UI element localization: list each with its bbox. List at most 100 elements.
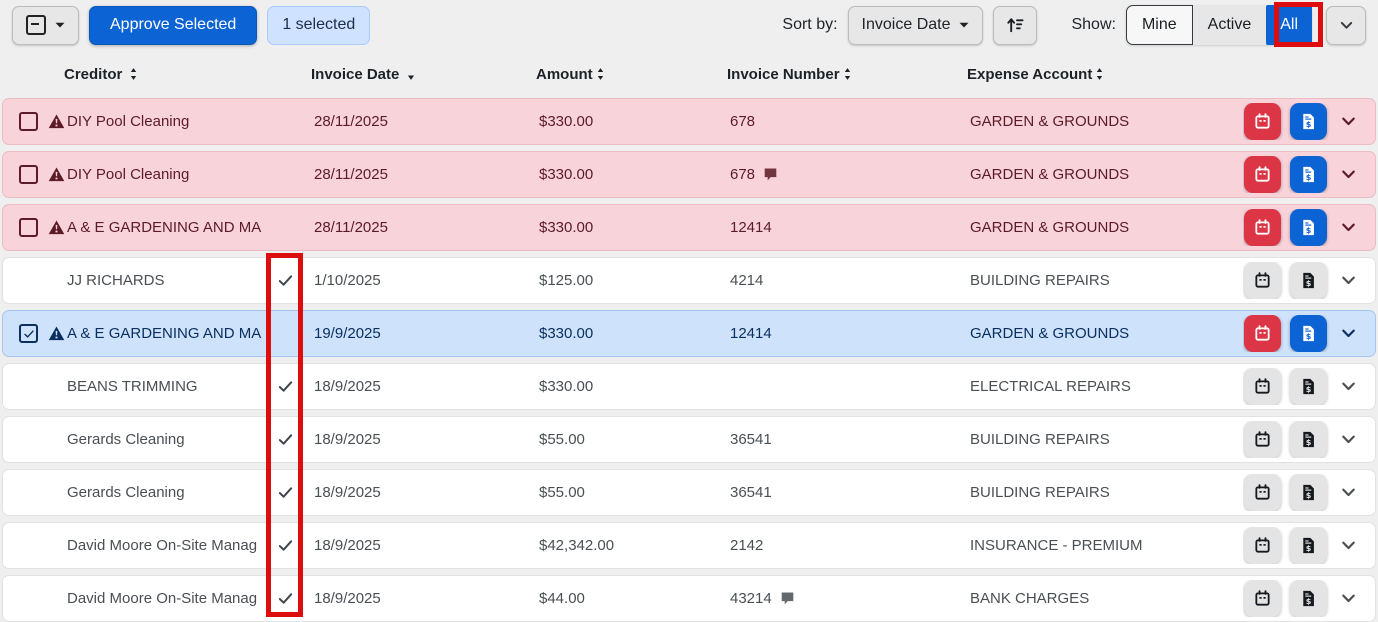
row-checkbox[interactable] (19, 112, 38, 131)
invoice-document-button[interactable] (1290, 209, 1327, 246)
invoice-date-cell: 18/9/2025 (314, 378, 381, 395)
show-filter-mine[interactable]: Mine (1125, 5, 1193, 45)
creditor-cell: JJ RICHARDS (67, 272, 165, 289)
invoice-date-cell: 18/9/2025 (314, 537, 381, 554)
invoice-document-button[interactable] (1290, 580, 1327, 617)
invoice-document-icon (1300, 590, 1317, 607)
sort-field-dropdown[interactable]: Invoice Date (847, 5, 984, 45)
column-header-creditor[interactable]: Creditor (64, 66, 264, 83)
expand-row-button[interactable] (1339, 430, 1359, 450)
creditor-cell: DIY Pool Cleaning (67, 113, 190, 130)
sort-by-label: Sort by: (782, 16, 838, 33)
table-row[interactable]: JJ RICHARDS 1/10/2025 $125.00 4214 BUILD… (2, 257, 1376, 304)
calendar-button[interactable] (1244, 156, 1281, 193)
row-checkbox-checked[interactable] (19, 324, 38, 343)
chevron-down-icon (1338, 17, 1355, 34)
row-checkbox[interactable] (19, 165, 38, 184)
table-row[interactable]: A & E GARDENING AND MA 19/9/2025 $330.00… (2, 310, 1376, 357)
invoice-document-icon (1300, 378, 1317, 395)
table-row[interactable]: BEANS TRIMMING 18/9/2025 $330.00 ELECTRI… (2, 363, 1376, 410)
table-row[interactable]: DIY Pool Cleaning 28/11/2025 $330.00 678… (2, 151, 1376, 198)
table-row[interactable]: David Moore On-Site Manag 18/9/2025 $42,… (2, 522, 1376, 569)
select-all-dropdown-button[interactable] (12, 5, 79, 45)
row-actions (1243, 103, 1375, 140)
expand-row-button[interactable] (1339, 112, 1359, 132)
column-header-expense-account[interactable]: Expense Account (967, 66, 1240, 83)
calendar-button[interactable] (1244, 315, 1281, 352)
selected-count-badge: 1 selected (267, 5, 371, 45)
row-actions (1243, 368, 1375, 405)
expand-row-button[interactable] (1339, 324, 1359, 344)
calendar-icon (1254, 590, 1271, 607)
column-header-amount[interactable]: Amount (536, 66, 727, 83)
creditor-cell: David Moore On-Site Manag (67, 590, 258, 607)
indeterminate-checkbox-icon (26, 15, 46, 35)
approved-check-icon (277, 431, 294, 448)
invoice-document-button[interactable] (1290, 156, 1327, 193)
row-checkbox[interactable] (19, 218, 38, 237)
amount-cell: $55.00 (539, 484, 585, 501)
calendar-button[interactable] (1244, 474, 1281, 511)
table-header: Creditor Invoice Date Amount Invoice Num… (0, 50, 1378, 98)
expand-row-button[interactable] (1339, 271, 1359, 291)
column-header-invoice-number[interactable]: Invoice Number (727, 66, 967, 83)
comment-icon (763, 167, 778, 182)
expense-account-cell: ELECTRICAL REPAIRS (970, 378, 1131, 395)
row-actions (1243, 527, 1375, 564)
table-row[interactable]: Gerards Cleaning 18/9/2025 $55.00 36541 … (2, 416, 1376, 463)
column-header-invoice-date[interactable]: Invoice Date (300, 66, 536, 83)
expand-row-button[interactable] (1339, 377, 1359, 397)
invoice-number-cell: 12414 (730, 219, 772, 236)
invoice-document-button[interactable] (1290, 262, 1327, 299)
show-filter-active[interactable]: Active (1193, 5, 1267, 45)
invoice-document-button[interactable] (1290, 315, 1327, 352)
expand-row-button[interactable] (1339, 589, 1359, 609)
amount-cell: $330.00 (539, 166, 594, 183)
show-filter-all[interactable]: All (1266, 5, 1312, 45)
calendar-button[interactable] (1244, 527, 1281, 564)
invoice-number-cell: 12414 (730, 325, 772, 342)
show-label: Show: (1071, 16, 1116, 33)
invoice-document-button[interactable] (1290, 103, 1327, 140)
expand-row-button[interactable] (1339, 165, 1359, 185)
table-row[interactable]: DIY Pool Cleaning 28/11/2025 $330.00 678… (2, 98, 1376, 145)
row-actions (1243, 156, 1375, 193)
calendar-button[interactable] (1244, 103, 1281, 140)
calendar-button[interactable] (1244, 580, 1281, 617)
table-row[interactable]: A & E GARDENING AND MA 28/11/2025 $330.0… (2, 204, 1376, 251)
calendar-button[interactable] (1244, 209, 1281, 246)
invoice-document-button[interactable] (1290, 474, 1327, 511)
row-indicators (3, 112, 67, 131)
calendar-button[interactable] (1244, 368, 1281, 405)
invoice-document-button[interactable] (1290, 368, 1327, 405)
invoice-date-cell: 19/9/2025 (314, 325, 381, 342)
row-indicators (3, 165, 67, 184)
approved-cell (267, 537, 303, 554)
invoice-document-icon (1300, 272, 1317, 289)
sort-direction-button[interactable] (993, 5, 1038, 45)
expand-row-button[interactable] (1339, 218, 1359, 238)
row-actions (1243, 421, 1375, 458)
table-row[interactable]: Gerards Cleaning 18/9/2025 $55.00 36541 … (2, 469, 1376, 516)
creditor-cell: David Moore On-Site Manag (67, 537, 258, 554)
amount-cell: $42,342.00 (539, 537, 615, 554)
invoice-document-icon (1300, 537, 1317, 554)
approved-check-icon (277, 590, 294, 607)
calendar-button[interactable] (1244, 421, 1281, 458)
invoice-document-button[interactable] (1290, 421, 1327, 458)
toolbar-expand-button[interactable] (1326, 5, 1366, 45)
chevron-down-icon (1339, 589, 1358, 608)
table-row[interactable]: David Moore On-Site Manag 18/9/2025 $44.… (2, 575, 1376, 622)
expand-row-button[interactable] (1339, 536, 1359, 556)
invoice-number-cell: 678 (730, 166, 970, 183)
row-actions (1243, 262, 1375, 299)
amount-cell: $330.00 (539, 378, 594, 395)
invoice-number-cell: 678 (730, 113, 756, 130)
approved-check-icon (277, 484, 294, 501)
invoice-document-icon (1300, 113, 1317, 130)
calendar-button[interactable] (1244, 262, 1281, 299)
invoice-document-button[interactable] (1290, 527, 1327, 564)
chevron-down-icon (1339, 324, 1358, 343)
expand-row-button[interactable] (1339, 483, 1359, 503)
approve-selected-button[interactable]: Approve Selected (89, 5, 258, 45)
